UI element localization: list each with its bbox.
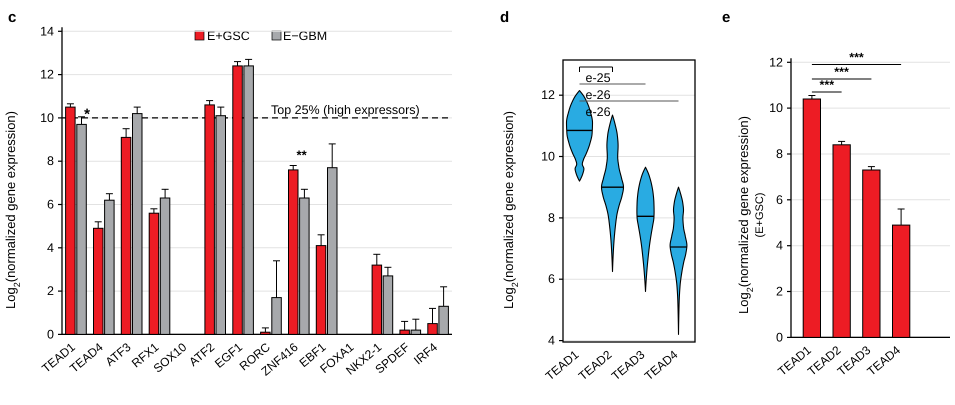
svg-text:***: *** [849, 51, 864, 65]
svg-text:8: 8 [47, 154, 54, 168]
svg-text:12: 12 [769, 55, 783, 69]
svg-text:ATF3: ATF3 [103, 340, 134, 369]
svg-text:14: 14 [40, 24, 54, 38]
svg-text:10: 10 [769, 101, 783, 115]
svg-text:IRF4: IRF4 [411, 340, 440, 368]
svg-text:Log2(normalized gene expressio: Log2(normalized gene expression) [736, 116, 755, 314]
svg-text:0: 0 [47, 327, 54, 341]
svg-text:e-25: e-25 [586, 71, 611, 85]
svg-text:TEAD1: TEAD1 [543, 347, 582, 383]
svg-text:2: 2 [47, 284, 54, 298]
svg-text:4: 4 [548, 334, 555, 348]
svg-text:Log2(normalized gene expressio: Log2(normalized gene expression) [3, 111, 22, 309]
svg-text:8: 8 [776, 147, 783, 161]
svg-text:Log2(normalized gene expressio: Log2(normalized gene expression) [501, 111, 520, 309]
svg-text:12: 12 [541, 88, 555, 102]
svg-text:6: 6 [776, 193, 783, 207]
svg-text:0: 0 [776, 330, 783, 344]
svg-text:e-26: e-26 [586, 105, 611, 119]
svg-text:6: 6 [548, 272, 555, 286]
svg-text:TEAD3: TEAD3 [609, 347, 648, 383]
svg-text:*: * [84, 106, 90, 123]
svg-text:4: 4 [776, 239, 783, 253]
svg-text:***: *** [820, 78, 835, 92]
svg-text:2: 2 [776, 285, 783, 299]
svg-text:TEAD2: TEAD2 [576, 347, 615, 383]
svg-text:c: c [8, 9, 16, 26]
svg-text:TEAD4: TEAD4 [642, 347, 681, 383]
svg-text:(E+GSC): (E+GSC) [754, 193, 766, 238]
svg-text:10: 10 [40, 111, 54, 125]
svg-text:TEAD4: TEAD4 [864, 343, 903, 379]
svg-text:6: 6 [47, 198, 54, 212]
svg-text:***: *** [834, 65, 849, 79]
svg-text:ATF2: ATF2 [186, 340, 217, 369]
svg-text:8: 8 [548, 211, 555, 225]
svg-text:e: e [722, 9, 730, 26]
svg-text:12: 12 [40, 68, 54, 82]
svg-text:d: d [500, 9, 509, 26]
svg-text:4: 4 [47, 241, 54, 255]
svg-text:10: 10 [541, 150, 555, 164]
svg-text:**: ** [297, 148, 308, 163]
svg-text:e-26: e-26 [586, 88, 611, 102]
svg-text:Top 25% (high expressors): Top 25% (high expressors) [271, 103, 420, 117]
